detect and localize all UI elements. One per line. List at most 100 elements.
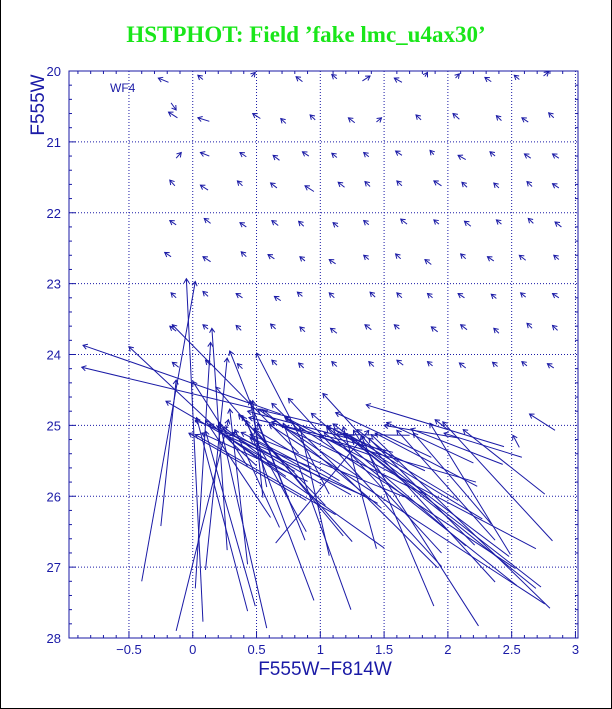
data-arrow — [332, 222, 339, 228]
x-tick-label: 1.5 — [375, 642, 393, 657]
y-tick-label: 22 — [47, 206, 61, 221]
arrow-shaft — [460, 253, 467, 260]
data-arrow — [301, 151, 310, 157]
arrow-shaft — [282, 423, 352, 610]
arrow-shaft — [434, 419, 449, 431]
arrow-head — [171, 324, 178, 330]
arrow-shaft — [170, 292, 177, 299]
data-arrow — [352, 429, 479, 627]
arrow-head — [239, 151, 245, 158]
data-arrow — [244, 419, 315, 601]
data-arrow — [337, 181, 345, 188]
data-arrow — [170, 292, 177, 299]
arrow-shaft — [280, 118, 287, 124]
arrow-shaft — [543, 71, 549, 77]
arrow-head — [199, 151, 206, 157]
arrow-head — [227, 408, 234, 414]
arrow-shaft — [205, 430, 256, 607]
arrow-shaft — [552, 153, 560, 159]
data-arrow — [128, 346, 257, 467]
data-arrow — [296, 291, 303, 298]
arrow-shaft — [348, 117, 356, 124]
arrow-head — [551, 324, 558, 331]
data-arrow — [433, 180, 442, 187]
data-arrow — [356, 429, 399, 463]
data-arrow — [160, 379, 179, 527]
y-tick-label: 20 — [47, 64, 61, 79]
arrow-shaft — [271, 359, 278, 366]
arrow-shaft — [331, 361, 338, 367]
data-arrow — [157, 76, 169, 83]
data-arrow — [415, 114, 422, 121]
arrow-head — [463, 220, 470, 227]
data-arrow — [331, 152, 338, 159]
arrow-shaft — [529, 413, 556, 431]
data-arrow — [239, 222, 247, 228]
data-arrow — [513, 74, 520, 81]
arrow-head — [493, 327, 499, 334]
data-arrow — [412, 432, 492, 525]
data-arrow — [429, 422, 511, 555]
data-arrow — [526, 180, 533, 187]
arrow-shaft — [175, 419, 229, 632]
arrow-shaft — [202, 256, 211, 263]
arrow-shaft — [82, 344, 281, 415]
data-arrow — [209, 327, 228, 551]
x-tick-label: 2.5 — [503, 642, 521, 657]
arrow-shaft — [496, 115, 502, 121]
arrow-head — [551, 293, 558, 299]
arrow-shaft — [270, 323, 277, 330]
chart-title: HSTPHOT: Field ’fake lmc_u4ax30’ — [126, 22, 486, 47]
data-arrow — [236, 180, 243, 187]
data-arrow — [551, 183, 560, 189]
arrow-head — [412, 432, 419, 439]
arrow-head — [348, 434, 355, 440]
arrow-head — [459, 324, 466, 330]
arrow-shaft — [249, 434, 405, 498]
arrow-head — [196, 116, 203, 122]
arrow-head — [329, 327, 336, 334]
data-arrow — [239, 151, 247, 158]
arrow-shaft — [461, 181, 468, 188]
arrow-shaft — [284, 416, 516, 569]
arrow-shaft — [284, 426, 477, 483]
arrow-shaft — [205, 359, 211, 366]
arrow-shaft — [363, 254, 370, 260]
data-arrow — [270, 420, 427, 496]
data-arrow — [495, 114, 502, 121]
arrow-head — [197, 74, 203, 81]
arrow-shaft — [512, 435, 520, 448]
data-arrow — [342, 432, 542, 588]
data-arrow — [272, 154, 280, 161]
data-arrow — [235, 324, 242, 331]
arrow-head — [204, 359, 211, 366]
arrow-head — [163, 251, 170, 258]
arrow-head — [332, 423, 339, 429]
arrow-shaft — [396, 359, 404, 366]
arrow-shaft — [200, 152, 210, 157]
data-arrow — [331, 73, 338, 80]
data-arrow — [364, 324, 372, 331]
arrow-head — [326, 426, 332, 433]
arrow-head — [526, 180, 532, 187]
arrow-shaft — [337, 181, 345, 188]
arrow-shaft — [302, 151, 310, 157]
arrow-head — [433, 180, 439, 186]
data-arrow — [202, 324, 209, 330]
arrow-head — [526, 322, 532, 329]
data-arrow — [376, 117, 383, 123]
arrow-shaft — [368, 361, 375, 367]
arrow-shaft — [215, 386, 353, 542]
arrow-shaft — [252, 113, 261, 119]
data-arrow — [331, 360, 338, 367]
arrow-shaft — [318, 436, 373, 457]
data-arrow — [528, 413, 556, 431]
data-arrow — [235, 293, 243, 299]
y-tick-label: 23 — [47, 277, 61, 292]
arrow-shaft — [386, 422, 474, 464]
arrow-shaft — [457, 293, 465, 299]
arrow-shaft — [202, 291, 209, 297]
data-arrow — [486, 256, 495, 262]
arrow-head — [393, 77, 400, 83]
arrow-shaft — [205, 420, 271, 518]
